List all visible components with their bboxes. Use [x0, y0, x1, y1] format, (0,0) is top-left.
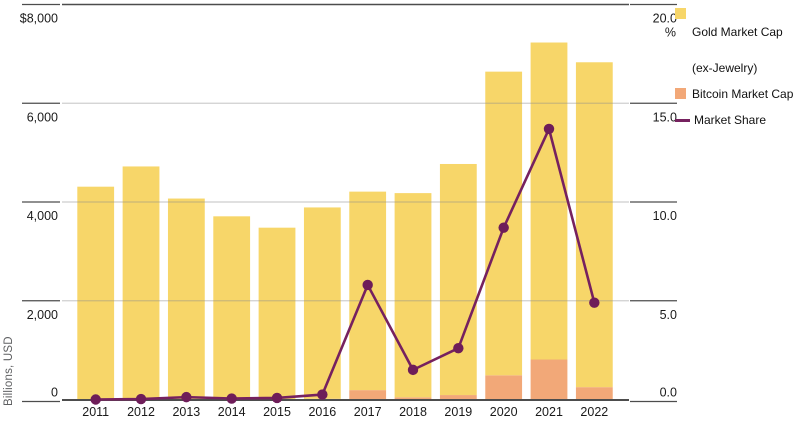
chart-legend: Gold Market Cap (ex-Jewelry) Bitcoin Mar…: [675, 5, 799, 137]
right-tick-label-10: 10.0: [653, 209, 677, 223]
bar-gold-2012: [122, 166, 160, 400]
market-share-point-2012: [135, 393, 147, 405]
market-share-point-2013: [181, 391, 192, 403]
gold-swatch-icon: [675, 8, 686, 19]
market-share-point-2016: [317, 389, 328, 400]
gridlines-group: [62, 3, 629, 302]
bar-gold-2011: [77, 186, 115, 400]
left-tick-label-6000: 6,000: [27, 110, 58, 124]
year-label-2016: 2016: [308, 405, 336, 419]
bitcoin-swatch-icon: [675, 88, 686, 99]
bar-gold-2014: [213, 216, 251, 400]
bar-bitcoin-2018: [394, 397, 432, 400]
year-label-2020: 2020: [490, 405, 518, 419]
legend-gold-label: Gold Market Cap: [692, 25, 783, 39]
market-share-point-2021: [543, 123, 555, 135]
year-label-2019: 2019: [444, 405, 472, 419]
bars-group: [77, 42, 613, 400]
right-tick-label-5: 5.0: [660, 308, 677, 322]
year-label-2017: 2017: [354, 405, 382, 419]
year-label-2013: 2013: [172, 405, 200, 419]
legend-item-gold: Gold Market Cap (ex-Jewelry): [675, 5, 799, 77]
market-share-point-2011: [90, 394, 101, 405]
year-label-2014: 2014: [218, 405, 246, 419]
bar-gold-2019: [439, 163, 477, 396]
right-axis-group: 0.0 5.0 10.0 15.0 20.0%: [630, 3, 677, 403]
market-share-line-swatch-icon: [675, 119, 690, 122]
left-axis-title: Billions, USD: [3, 336, 15, 406]
bar-gold-2015: [258, 227, 296, 400]
bar-gold-2022: [575, 62, 613, 388]
left-tick-label-4000: 4,000: [27, 209, 58, 223]
legend-item-bitcoin: Bitcoin Market Cap: [675, 85, 799, 103]
year-label-2022: 2022: [580, 405, 608, 419]
market-share-line: [94, 127, 596, 401]
year-label-2011: 2011: [82, 405, 109, 419]
right-tick-label-20: 20.0: [653, 12, 677, 26]
bar-gold-2016: [303, 207, 341, 399]
left-tick-label-0: 0: [51, 386, 58, 400]
year-label-2015: 2015: [263, 405, 291, 419]
bar-bitcoin-2017: [349, 390, 387, 400]
market-share-point-2018: [407, 364, 419, 376]
left-tick-label-2000: 2,000: [27, 308, 58, 322]
legend-bitcoin-label: Bitcoin Market Cap: [692, 87, 794, 101]
market-share-point-2019: [453, 342, 464, 354]
right-tick-label-0: 0.0: [660, 386, 677, 400]
right-tick-label-15: 15.0: [653, 110, 677, 124]
market-share-point-2020: [498, 222, 509, 233]
market-share-point-2022: [589, 297, 600, 308]
bar-gold-2013: [167, 198, 205, 400]
bar-bitcoin-2019: [439, 395, 477, 400]
x-axis-labels-group: 2011 2012 2013 2014 2015 2016 2017 2018 2019 2020…: [82, 405, 608, 419]
bar-gold-2021: [530, 42, 568, 360]
legend-gold-label-line2: (ex-Jewelry): [692, 61, 758, 75]
market-share-point-2017: [362, 279, 373, 291]
right-axis-unit-label: %: [665, 26, 676, 40]
year-label-2018: 2018: [399, 405, 427, 419]
left-axis-group: 0 2,000 4,000 6,000 $8,000: [20, 3, 60, 403]
bar-bitcoin-2021: [530, 359, 568, 400]
bar-bitcoin-2022: [575, 387, 613, 400]
year-label-2012: 2012: [127, 405, 155, 419]
bar-gold-2017: [349, 191, 387, 391]
left-tick-label-8000: $8,000: [20, 12, 58, 26]
bar-bitcoin-2020: [485, 375, 523, 400]
market-share-point-2015: [271, 392, 283, 404]
legend-item-market-share: Market Share: [675, 111, 799, 129]
legend-market-share-label: Market Share: [694, 113, 767, 127]
market-share-series-group: [90, 123, 600, 405]
year-label-2021: 2021: [535, 405, 563, 419]
market-share-point-2014: [226, 393, 237, 404]
